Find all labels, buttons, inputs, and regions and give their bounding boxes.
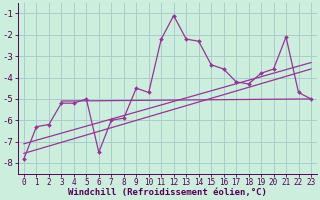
X-axis label: Windchill (Refroidissement éolien,°C): Windchill (Refroidissement éolien,°C) bbox=[68, 188, 267, 197]
